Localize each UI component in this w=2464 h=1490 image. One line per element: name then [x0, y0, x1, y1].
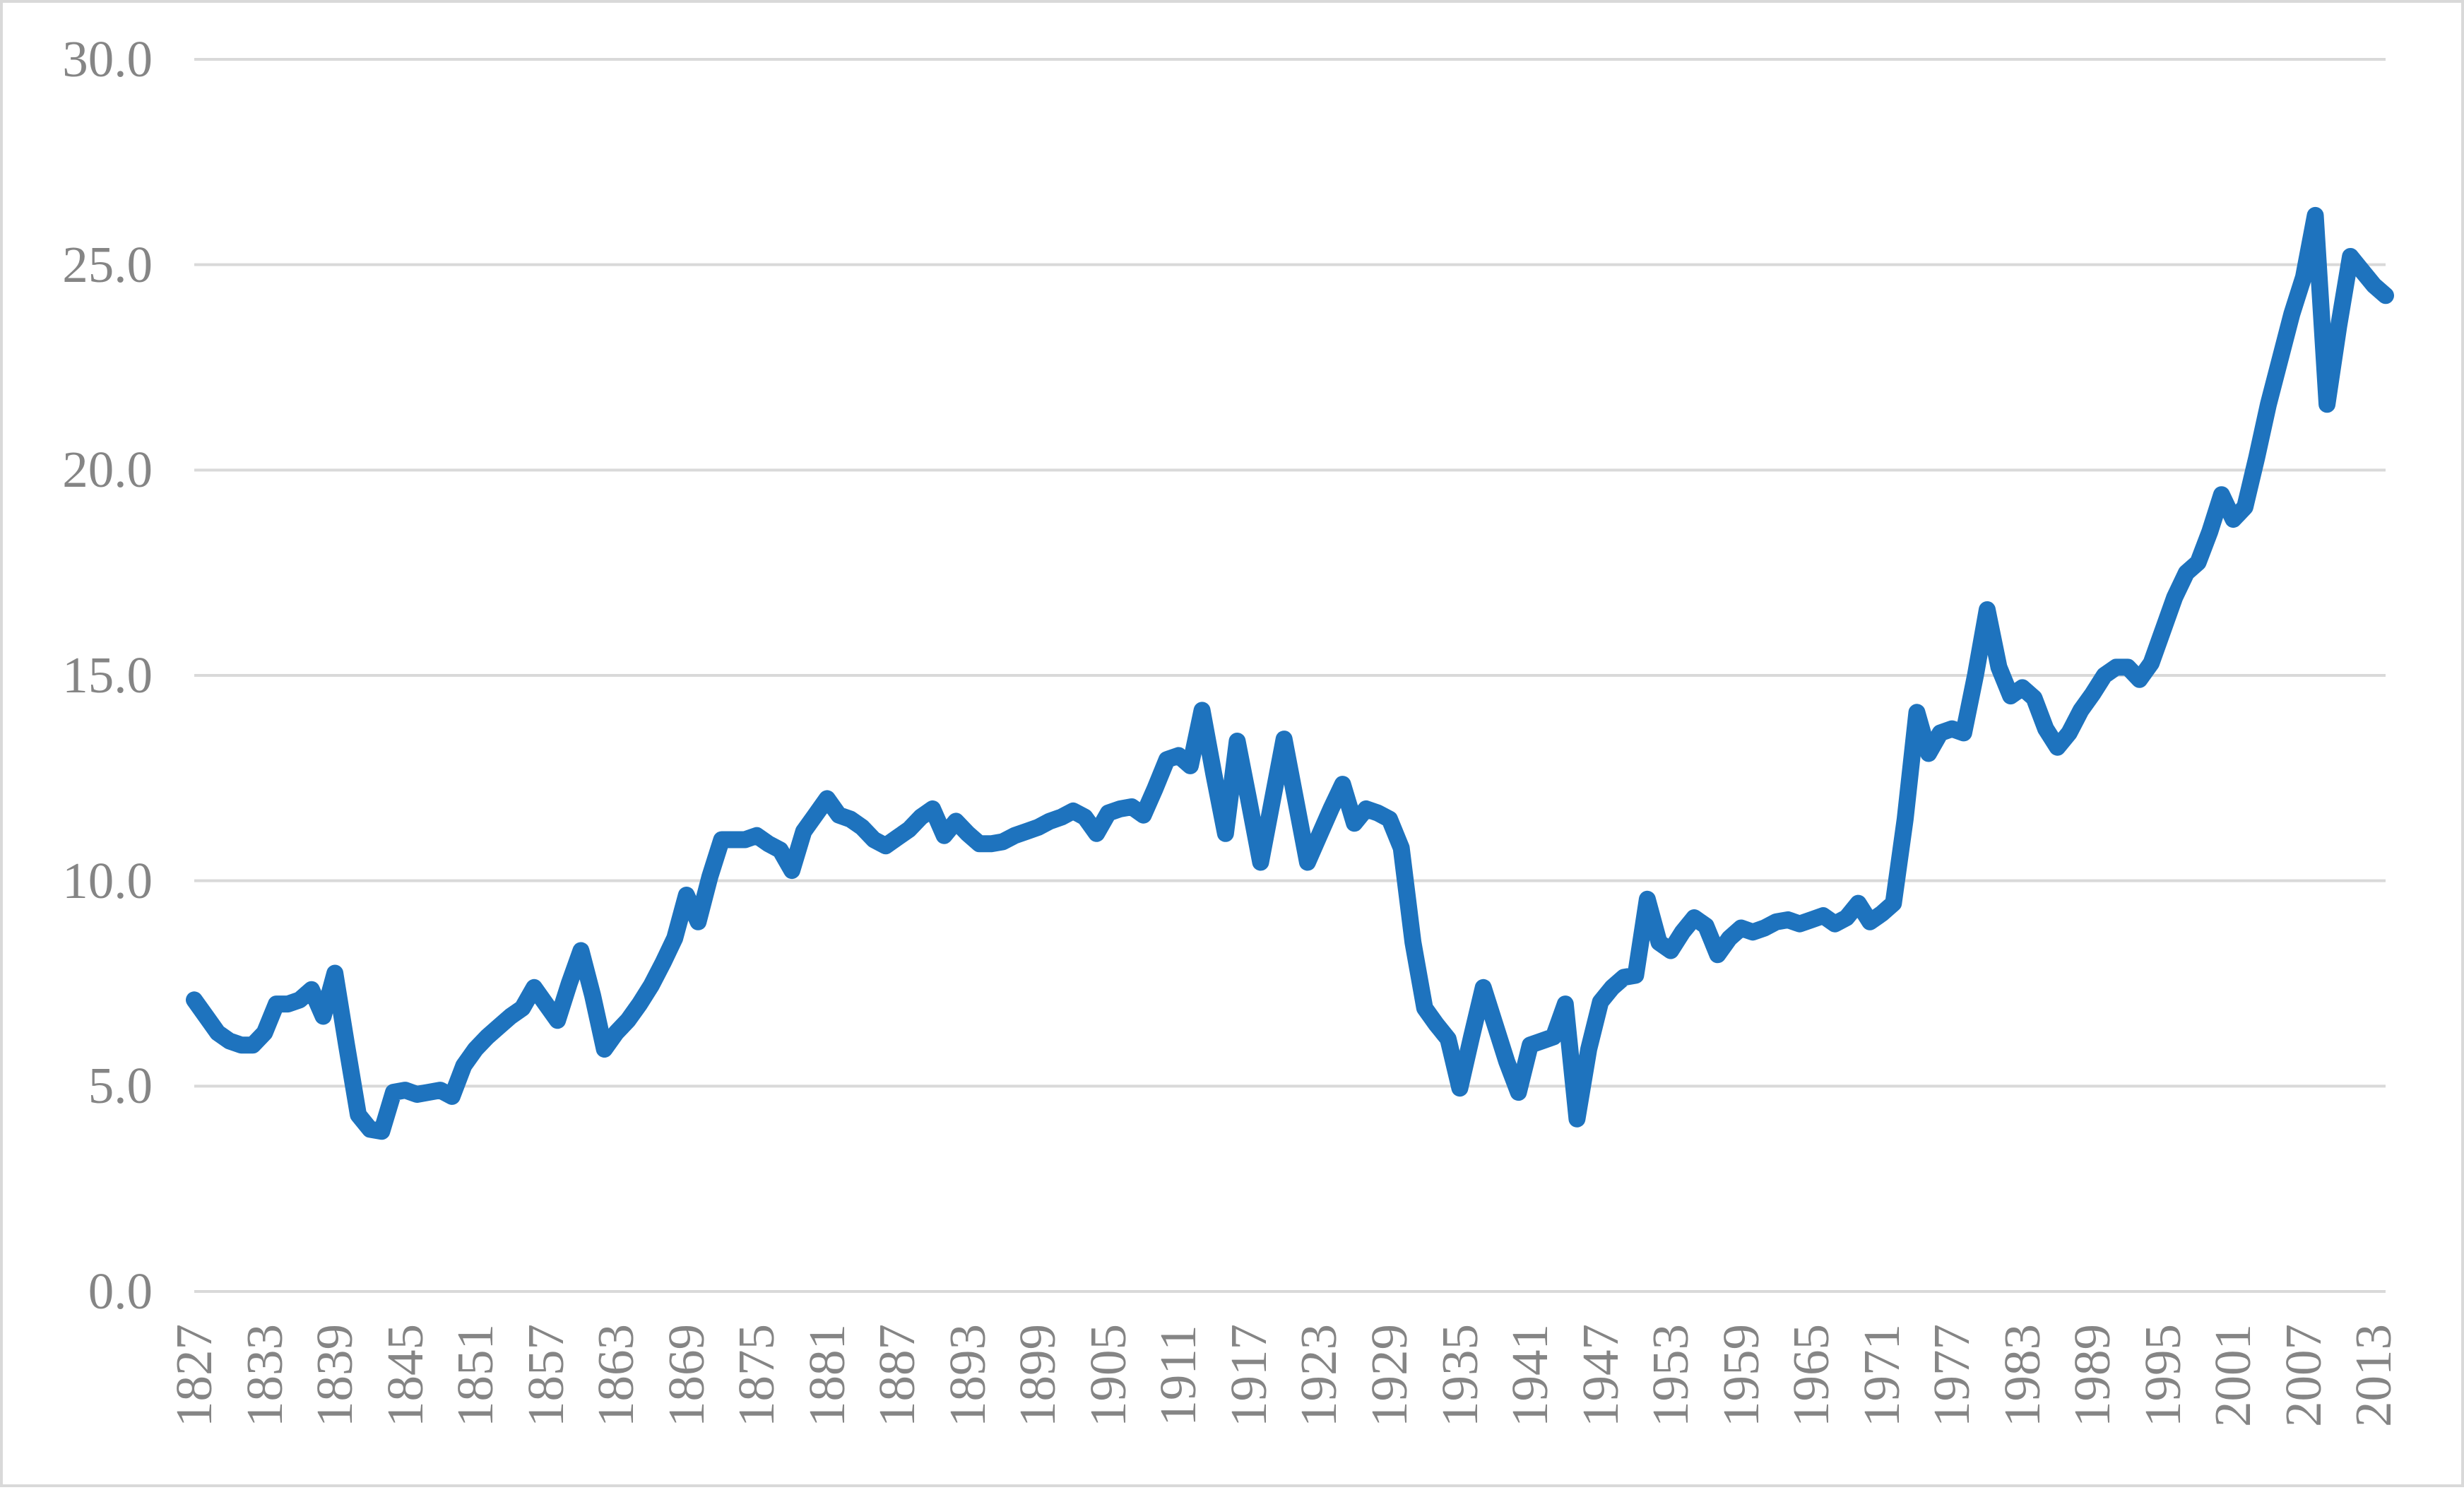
x-tick-label-1935: 1935 [1431, 1324, 1488, 1427]
x-tick-label-1959: 1959 [1712, 1324, 1770, 1427]
y-tick-label-30.0: 30.0 [62, 30, 153, 88]
x-tick-label-2013: 2013 [2345, 1324, 2403, 1427]
x-tick-label-1881: 1881 [798, 1324, 855, 1427]
x-tick-label-1995: 1995 [2133, 1324, 2191, 1427]
y-tick-label-25.0: 25.0 [62, 235, 153, 293]
x-tick-label-1917: 1917 [1219, 1324, 1277, 1427]
x-tick-label-1827: 1827 [165, 1324, 223, 1427]
x-tick-label-1923: 1923 [1290, 1324, 1348, 1427]
x-tick-label-1887: 1887 [868, 1324, 926, 1427]
x-tick-label-1929: 1929 [1361, 1324, 1418, 1427]
x-tick-label-1863: 1863 [587, 1324, 645, 1427]
y-tick-label-10.0: 10.0 [62, 851, 153, 909]
x-tick-label-1839: 1839 [306, 1324, 364, 1427]
x-tick-label-1905: 1905 [1079, 1324, 1137, 1427]
x-tick-label-2007: 2007 [2274, 1324, 2332, 1427]
x-tick-label-1851: 1851 [446, 1324, 504, 1427]
x-tick-label-2001: 2001 [2204, 1324, 2262, 1427]
data-line-series-1 [186, 206, 2394, 1140]
y-tick-label-0.0: 0.0 [88, 1263, 153, 1320]
x-tick-label-1965: 1965 [1782, 1324, 1840, 1427]
x-tick-label-1833: 1833 [235, 1324, 293, 1427]
line-chart-plot [186, 58, 2394, 1293]
x-tick-label-1947: 1947 [1571, 1324, 1629, 1427]
x-tick-label-1899: 1899 [1009, 1324, 1067, 1427]
x-tick-label-1983: 1983 [1993, 1324, 2051, 1427]
x-tick-label-1869: 1869 [657, 1324, 715, 1427]
y-tick-label-20.0: 20.0 [62, 441, 153, 499]
x-tick-label-1977: 1977 [1923, 1324, 1981, 1427]
x-tick-label-1875: 1875 [728, 1324, 786, 1427]
x-tick-label-1857: 1857 [516, 1324, 574, 1427]
x-tick-label-1953: 1953 [1642, 1324, 1700, 1427]
x-tick-label-1845: 1845 [376, 1324, 434, 1427]
x-tick-label-1989: 1989 [2063, 1324, 2121, 1427]
x-tick-label-1941: 1941 [1501, 1324, 1559, 1427]
x-tick-label-1893: 1893 [938, 1324, 996, 1427]
x-tick-label-1911: 1911 [1149, 1325, 1207, 1426]
x-tick-label-1971: 1971 [1852, 1324, 1910, 1427]
y-tick-label-5.0: 5.0 [88, 1057, 153, 1115]
y-tick-label-15.0: 15.0 [62, 646, 153, 704]
